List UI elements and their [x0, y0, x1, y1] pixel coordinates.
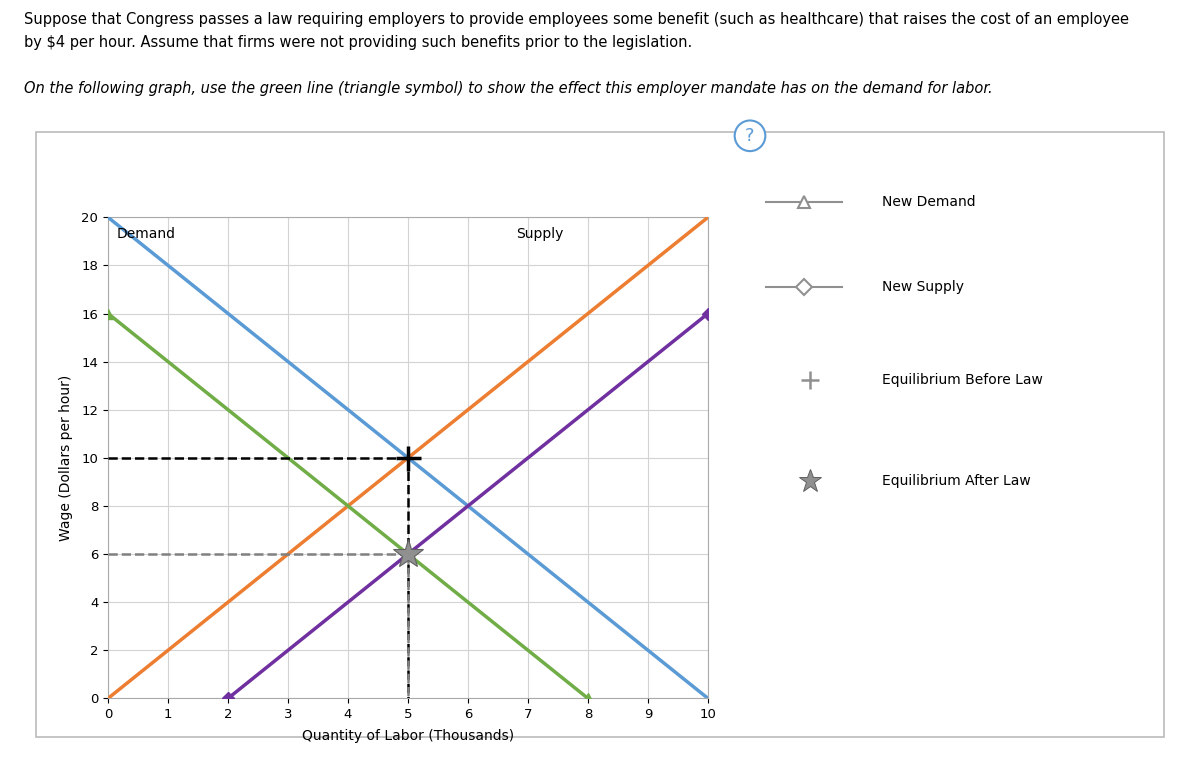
Text: On the following graph, use the green line (triangle symbol) to show the effect : On the following graph, use the green li…: [24, 81, 992, 96]
X-axis label: Quantity of Labor (Thousands): Quantity of Labor (Thousands): [302, 729, 514, 743]
Text: Suppose that Congress passes a law requiring employers to provide employees some: Suppose that Congress passes a law requi…: [24, 12, 1129, 26]
Text: by $4 per hour. Assume that firms were not providing such benefits prior to the : by $4 per hour. Assume that firms were n…: [24, 35, 692, 50]
Text: Equilibrium Before Law: Equilibrium Before Law: [882, 373, 1043, 387]
Text: Supply: Supply: [516, 227, 563, 241]
Text: New Demand: New Demand: [882, 195, 976, 209]
Text: New Supply: New Supply: [882, 280, 964, 294]
Text: Demand: Demand: [118, 227, 176, 241]
Text: Equilibrium After Law: Equilibrium After Law: [882, 474, 1031, 488]
Text: ?: ?: [745, 126, 755, 145]
Y-axis label: Wage (Dollars per hour): Wage (Dollars per hour): [59, 375, 73, 541]
